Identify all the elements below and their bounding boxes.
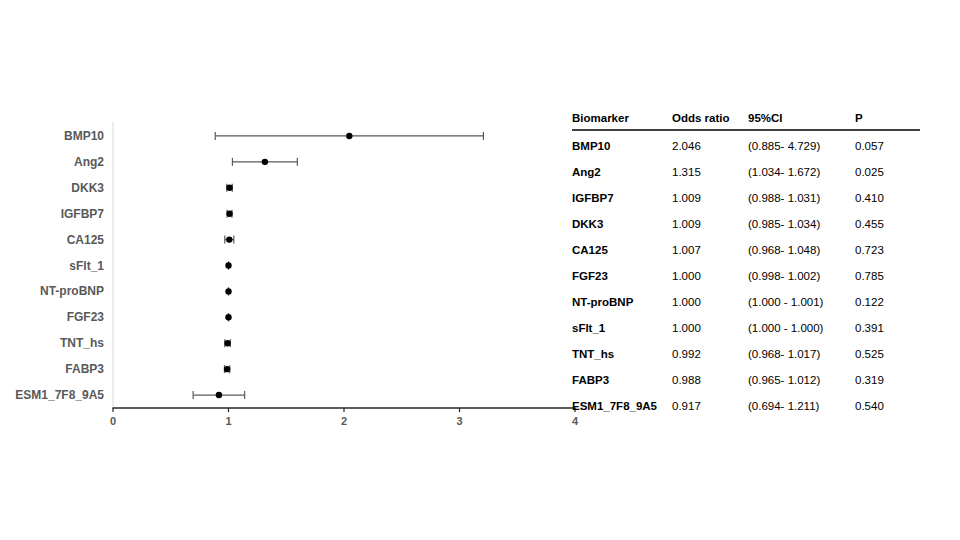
- odds-ratio-cell: 1.000: [672, 315, 748, 341]
- odds-ratio-cell: 0.992: [672, 341, 748, 367]
- p-value-cell: 0.723: [855, 237, 915, 263]
- p-value-cell: 0.540: [855, 393, 915, 419]
- table-row: TNT_hs0.992(0.968- 1.017)0.525: [572, 341, 920, 367]
- category-label: TNT_hs: [60, 336, 104, 350]
- ci-cell: (1.000 - 1.000): [748, 315, 855, 341]
- table-header-biomarker: Biomarker: [572, 112, 672, 124]
- table-row: sFlt_11.000(1.000 - 1.000)0.391: [572, 315, 920, 341]
- ci-cell: (0.985- 1.034): [748, 211, 855, 237]
- biomarker-cell: ESM1_7F8_9A5: [572, 393, 672, 419]
- category-label: FGF23: [67, 310, 105, 324]
- odds-ratio-table: Biomarker Odds ratio 95%CI P BMP102.046(…: [572, 110, 920, 419]
- table-row: IGFBP71.009(0.988- 1.031)0.410: [572, 185, 920, 211]
- table-row: DKK31.009(0.985- 1.034)0.455: [572, 211, 920, 237]
- p-value-cell: 0.455: [855, 211, 915, 237]
- x-tick-label: 3: [456, 415, 462, 427]
- point-dot: [226, 210, 232, 216]
- ci-cell: (0.694- 1.211): [748, 393, 855, 419]
- ci-cell: (1.000 - 1.001): [748, 289, 855, 315]
- odds-ratio-cell: 1.315: [672, 159, 748, 185]
- point-dot: [226, 185, 232, 191]
- odds-ratio-cell: 2.046: [672, 133, 748, 159]
- p-value-cell: 0.391: [855, 315, 915, 341]
- table-header-row: Biomarker Odds ratio 95%CI P: [572, 110, 920, 131]
- odds-ratio-cell: 0.917: [672, 393, 748, 419]
- p-value-cell: 0.785: [855, 263, 915, 289]
- biomarker-cell: BMP10: [572, 133, 672, 159]
- table-row: NT-proBNP1.000(1.000 - 1.001)0.122: [572, 289, 920, 315]
- point-dot: [225, 314, 231, 320]
- ci-cell: (0.998- 1.002): [748, 263, 855, 289]
- biomarker-cell: DKK3: [572, 211, 672, 237]
- point-dot: [216, 392, 222, 398]
- odds-ratio-cell: 1.007: [672, 237, 748, 263]
- biomarker-cell: NT-proBNP: [572, 289, 672, 315]
- category-label: IGFBP7: [61, 207, 105, 221]
- p-value-cell: 0.410: [855, 185, 915, 211]
- biomarker-cell: IGFBP7: [572, 185, 672, 211]
- ci-cell: (0.885- 4.729): [748, 133, 855, 159]
- biomarker-cell: Ang2: [572, 159, 672, 185]
- category-label: Ang2: [74, 155, 104, 169]
- point-dot: [346, 133, 352, 139]
- category-label: BMP10: [64, 129, 104, 143]
- ci-cell: (0.968- 1.048): [748, 237, 855, 263]
- ci-cell: (0.968- 1.017): [748, 341, 855, 367]
- p-value-cell: 0.319: [855, 367, 915, 393]
- forest-plot-figure: 01234BMP10Ang2DKK3IGFBP7CA125sFlt_1NT-pr…: [0, 0, 960, 540]
- table-row: FGF231.000(0.998- 1.002)0.785: [572, 263, 920, 289]
- p-value-cell: 0.057: [855, 133, 915, 159]
- biomarker-cell: CA125: [572, 237, 672, 263]
- table-row: Ang21.315(1.034- 1.672)0.025: [572, 159, 920, 185]
- biomarker-cell: TNT_hs: [572, 341, 672, 367]
- category-label: CA125: [67, 233, 105, 247]
- x-tick-label: 2: [341, 415, 347, 427]
- biomarker-cell: FGF23: [572, 263, 672, 289]
- p-value-cell: 0.025: [855, 159, 915, 185]
- odds-ratio-cell: 1.009: [672, 185, 748, 211]
- table-row: BMP102.046(0.885- 4.729)0.057: [572, 133, 920, 159]
- table-header-ci: 95%CI: [748, 112, 855, 124]
- point-dot: [225, 262, 231, 268]
- point-dot: [262, 159, 268, 165]
- table-row: FABP30.988(0.965- 1.012)0.319: [572, 367, 920, 393]
- ci-cell: (1.034- 1.672): [748, 159, 855, 185]
- x-tick-label: 0: [110, 415, 116, 427]
- forest-plot: 01234BMP10Ang2DKK3IGFBP7CA125sFlt_1NT-pr…: [0, 0, 600, 460]
- odds-ratio-cell: 1.000: [672, 263, 748, 289]
- category-label: FABP3: [65, 362, 104, 376]
- category-label: ESM1_7F8_9A5: [15, 388, 104, 402]
- table-row: ESM1_7F8_9A50.917(0.694- 1.211)0.540: [572, 393, 920, 419]
- ci-cell: (0.988- 1.031): [748, 185, 855, 211]
- category-label: NT-proBNP: [40, 284, 104, 298]
- table-header-p: P: [855, 112, 915, 124]
- point-dot: [226, 236, 232, 242]
- point-dot: [225, 288, 231, 294]
- ci-cell: (0.965- 1.012): [748, 367, 855, 393]
- point-dot: [224, 340, 230, 346]
- p-value-cell: 0.122: [855, 289, 915, 315]
- odds-ratio-cell: 1.009: [672, 211, 748, 237]
- p-value-cell: 0.525: [855, 341, 915, 367]
- table-body: BMP102.046(0.885- 4.729)0.057Ang21.315(1…: [572, 131, 920, 419]
- category-label: DKK3: [71, 181, 104, 195]
- odds-ratio-cell: 1.000: [672, 289, 748, 315]
- table-row: CA1251.007(0.968- 1.048)0.723: [572, 237, 920, 263]
- table-header-odds-ratio: Odds ratio: [672, 112, 748, 124]
- category-label: sFlt_1: [69, 259, 104, 273]
- odds-ratio-cell: 0.988: [672, 367, 748, 393]
- x-tick-label: 1: [225, 415, 231, 427]
- point-dot: [224, 366, 230, 372]
- biomarker-cell: FABP3: [572, 367, 672, 393]
- biomarker-cell: sFlt_1: [572, 315, 672, 341]
